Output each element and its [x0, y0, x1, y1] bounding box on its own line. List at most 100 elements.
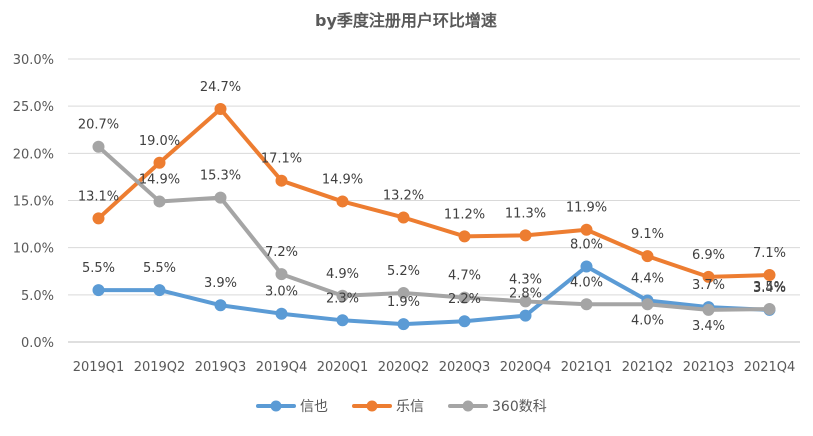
data-point	[214, 102, 227, 115]
data-label: 3.4%	[692, 319, 725, 334]
y-tick-label: 10.0%	[13, 242, 54, 257]
data-label: 5.2%	[387, 264, 420, 279]
y-tick-label: 20.0%	[13, 147, 54, 162]
y-tick-label: 15.0%	[13, 195, 54, 210]
x-tick-label: 2020Q3	[439, 360, 491, 375]
data-label: 4.9%	[326, 267, 359, 282]
x-tick-label: 2021Q3	[683, 360, 735, 375]
data-labels: 5.5% 5.5% 3.9% 3.0% 2.3% 1.9% 2.2% 2.8% 8.0% 4.4%…	[78, 80, 786, 334]
x-tick-label: 2019Q2	[134, 360, 186, 375]
data-label: 14.9%	[322, 172, 363, 187]
data-point	[519, 229, 532, 242]
legend-label: 360数科	[492, 399, 547, 415]
data-point	[275, 174, 288, 187]
data-label: 6.9%	[692, 248, 725, 263]
data-point	[397, 318, 410, 331]
x-tick-label: 2021Q4	[744, 360, 796, 375]
data-point	[580, 223, 593, 236]
legend-item[interactable]: 乐信	[352, 399, 424, 415]
data-label: 15.3%	[200, 169, 241, 184]
data-point	[92, 140, 105, 153]
data-label: 20.7%	[78, 118, 119, 133]
series-layer	[92, 102, 776, 331]
data-point	[519, 295, 532, 308]
data-label: 9.1%	[631, 227, 664, 242]
data-point	[458, 291, 471, 304]
data-label: 24.7%	[200, 80, 241, 95]
x-tick-label: 2021Q2	[622, 360, 674, 375]
legend-label: 信也	[300, 399, 328, 415]
legend-item[interactable]: 360数科	[448, 399, 547, 415]
series-3	[92, 140, 776, 316]
data-point	[397, 286, 410, 299]
legend-item[interactable]: 信也	[256, 399, 328, 415]
x-tick-label: 2019Q3	[195, 360, 247, 375]
legend-marker	[462, 400, 474, 412]
data-label: 2.8%	[509, 287, 542, 302]
legend-marker	[366, 400, 378, 412]
chart-title: by季度注册用户环比增速	[315, 11, 497, 30]
y-tick-label: 30.0%	[13, 53, 54, 68]
series-line	[96, 264, 772, 327]
y-tick-label: 0.0%	[21, 336, 54, 351]
data-point	[336, 195, 349, 208]
data-label: 11.9%	[566, 201, 607, 216]
data-label: 4.4%	[631, 271, 664, 286]
data-label: 7.2%	[265, 245, 298, 260]
data-point	[214, 299, 227, 312]
data-label: 13.1%	[78, 189, 119, 204]
series-1	[92, 260, 776, 331]
data-point	[336, 289, 349, 302]
data-point	[214, 191, 227, 204]
data-label: 17.1%	[261, 152, 302, 167]
data-point	[92, 284, 105, 297]
data-point	[763, 269, 776, 282]
data-label: 13.2%	[383, 188, 424, 203]
data-label: 4.7%	[448, 269, 481, 284]
data-label: 3.4%	[753, 281, 786, 296]
data-point	[702, 270, 715, 283]
x-tick-label: 2021Q1	[561, 360, 613, 375]
x-tick-label: 2020Q4	[500, 360, 552, 375]
legend-label: 乐信	[396, 399, 424, 415]
data-label: 4.3%	[509, 272, 542, 287]
data-label: 2.3%	[326, 291, 359, 306]
data-point	[153, 195, 166, 208]
data-label: 4.0%	[570, 275, 603, 290]
data-label: 3.5%	[753, 280, 786, 295]
y-tick-label: 25.0%	[13, 100, 54, 115]
data-label: 14.9%	[139, 172, 180, 187]
data-point	[275, 307, 288, 320]
data-label: 5.5%	[143, 261, 176, 276]
data-label: 2.2%	[448, 292, 481, 307]
x-tick-label: 2020Q1	[317, 360, 369, 375]
data-label: 19.0%	[139, 134, 180, 149]
data-point	[153, 284, 166, 297]
data-point	[641, 298, 654, 311]
series-line	[96, 106, 772, 279]
series-2	[92, 102, 776, 283]
data-label: 3.0%	[265, 285, 298, 300]
data-point	[641, 250, 654, 263]
data-point	[458, 230, 471, 243]
data-point	[336, 314, 349, 327]
data-point	[763, 302, 776, 315]
legend-marker	[270, 400, 282, 412]
x-tick-label: 2020Q2	[378, 360, 430, 375]
y-axis-ticks: 0.0% 5.0% 10.0% 15.0% 20.0% 25.0% 30.0%	[13, 53, 54, 351]
data-point	[580, 260, 593, 273]
data-point	[275, 268, 288, 281]
data-point	[92, 212, 105, 225]
data-point	[397, 211, 410, 224]
data-point	[702, 303, 715, 316]
legend[interactable]: 信也 乐信 360数科	[256, 399, 547, 415]
x-tick-label: 2019Q4	[256, 360, 308, 375]
data-label: 7.1%	[753, 246, 786, 261]
data-label: 11.3%	[505, 206, 546, 221]
data-point	[519, 309, 532, 322]
data-point	[458, 315, 471, 328]
series-line	[96, 144, 772, 312]
data-label: 4.0%	[631, 313, 664, 328]
